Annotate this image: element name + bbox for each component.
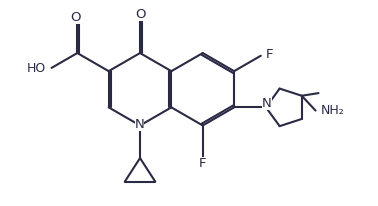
Text: N: N xyxy=(135,118,144,131)
Text: O: O xyxy=(135,8,145,21)
Text: F: F xyxy=(199,158,206,171)
Text: NH₂: NH₂ xyxy=(321,104,345,117)
Text: F: F xyxy=(266,48,274,61)
Text: O: O xyxy=(71,11,81,24)
Text: HO: HO xyxy=(27,62,46,75)
Text: N: N xyxy=(262,97,271,110)
